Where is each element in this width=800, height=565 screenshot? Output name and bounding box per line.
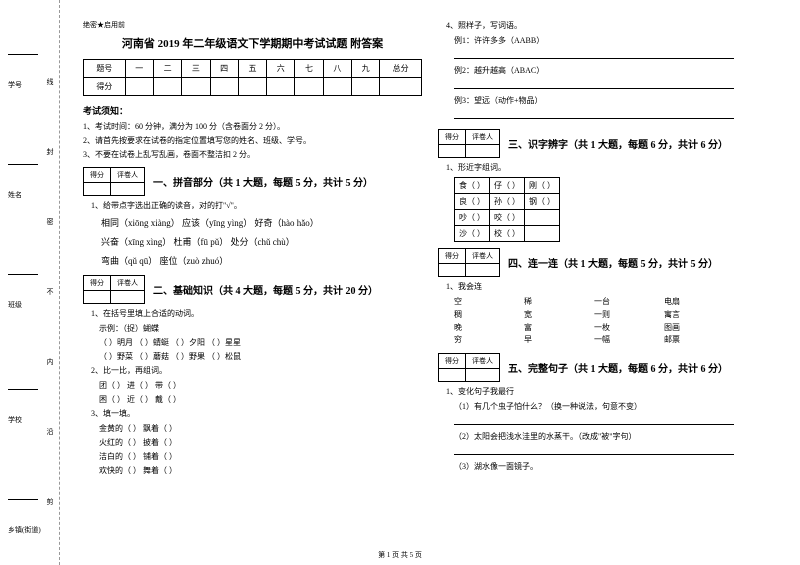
s5-q1: 1、变化句子我最行 bbox=[438, 386, 777, 398]
notice-3: 3、不要在试卷上乱写乱画，卷面不整洁扣 2 分。 bbox=[83, 149, 422, 160]
s2-q3: 3、填一填。 bbox=[83, 408, 422, 420]
s2-e3: 例3：望远（动作+物品） bbox=[454, 95, 777, 107]
mini-score-table: 得分评卷人 bbox=[438, 353, 500, 382]
bind-line bbox=[8, 274, 38, 275]
s2-r6: 火红的（ ） 披着（ ） bbox=[99, 437, 422, 449]
sh-5: 五 bbox=[238, 60, 266, 78]
conn-row-0: 空稀一台电扇 bbox=[454, 296, 777, 309]
section-1-title: 一、拼音部分（共 1 大题，每题 5 分，共计 5 分） bbox=[153, 174, 373, 189]
sh-9: 九 bbox=[352, 60, 380, 78]
page-content: 绝密★启用前 河南省 2019 年二年级语文下学期期中考试试题 附答案 题号 一… bbox=[60, 0, 800, 565]
bind-mark-5: 封 bbox=[45, 148, 55, 155]
s2-q2: 2、比一比，再组词。 bbox=[83, 365, 422, 377]
exam-title: 河南省 2019 年二年级语文下学期期中考试试题 附答案 bbox=[83, 35, 422, 51]
s1-p1: 相同（xiōng xiàng） 应该（yīng yìng） 好奇（hào hǎo… bbox=[101, 215, 422, 231]
s5-i2: （2）太阳会把浅水洼里的水蒸干。（改成"被"字句） bbox=[454, 431, 777, 443]
mini-score-table: 得分评卷人 bbox=[83, 275, 145, 304]
sh-8: 八 bbox=[323, 60, 351, 78]
score-row-label: 得分 bbox=[84, 78, 126, 96]
s1-q1: 1、给带点字选出正确的读音，对的打"√"。 bbox=[83, 200, 422, 212]
s1-p2: 兴奋（xīng xìng） 杜甫（fū pǔ） 处分（chǔ chù） bbox=[101, 234, 422, 250]
notice-2: 2、请首先按要求在试卷的指定位置填写您的姓名、班级、学号。 bbox=[83, 135, 422, 146]
s5-i3: （3）湖水像一面镜子。 bbox=[454, 461, 777, 473]
bind-line bbox=[8, 499, 38, 500]
sh-6: 六 bbox=[267, 60, 295, 78]
bind-mark-1: 沿 bbox=[45, 428, 55, 435]
section-3-title: 三、识字辨字（共 1 大题，每题 6 分，共计 6 分） bbox=[508, 136, 728, 151]
blank-line bbox=[454, 49, 777, 63]
section-3-head: 得分评卷人 三、识字辨字（共 1 大题，每题 6 分，共计 6 分） bbox=[438, 129, 777, 158]
s2-r4: 困（ ） 近（ ） 戴（ ） bbox=[99, 394, 422, 406]
mini-score-table: 得分评卷人 bbox=[438, 129, 500, 158]
section-4-head: 得分评卷人 四、连一连（共 1 大题，每题 5 分，共计 5 分） bbox=[438, 248, 777, 277]
section-1-head: 得分评卷人 一、拼音部分（共 1 大题，每题 5 分，共计 5 分） bbox=[83, 167, 422, 196]
s2-r8: 欢快的（ ） 舞着（ ） bbox=[99, 465, 422, 477]
bind-label-4: 学号 bbox=[8, 80, 22, 90]
sh-7: 七 bbox=[295, 60, 323, 78]
left-column: 绝密★启用前 河南省 2019 年二年级语文下学期期中考试试题 附答案 题号 一… bbox=[75, 20, 430, 555]
sh-1: 一 bbox=[125, 60, 153, 78]
sh-10: 总分 bbox=[380, 60, 422, 78]
secret-label: 绝密★启用前 bbox=[83, 20, 422, 30]
s3-q1: 1、形近字组词。 bbox=[438, 162, 777, 174]
sh-0: 题号 bbox=[84, 60, 126, 78]
sh-4: 四 bbox=[210, 60, 238, 78]
section-2-title: 二、基础知识（共 4 大题，每题 5 分，共计 20 分） bbox=[153, 282, 378, 297]
s2-e2: 例2：越升越高（ABAC） bbox=[454, 65, 777, 77]
notice-1: 1、考试时间：60 分钟，满分为 100 分（含卷面分 2 分）。 bbox=[83, 121, 422, 132]
section-2-head: 得分评卷人 二、基础知识（共 4 大题，每题 5 分，共计 20 分） bbox=[83, 275, 422, 304]
section-4-title: 四、连一连（共 1 大题，每题 5 分，共计 5 分） bbox=[508, 255, 718, 270]
score-table: 题号 一 二 三 四 五 六 七 八 九 总分 得分 bbox=[83, 59, 422, 96]
s1-p3: 弯曲（qǔ qū） 座位（zuò zhuó） bbox=[101, 253, 422, 269]
s2-e1: 例1：许许多多（AABB） bbox=[454, 35, 777, 47]
s2-r5: 金黄的（ ） 飘着（ ） bbox=[99, 423, 422, 435]
blank-line bbox=[454, 415, 777, 429]
s2-r7: 洁白的（ ） 铺着（ ） bbox=[99, 451, 422, 463]
sh-2: 二 bbox=[153, 60, 181, 78]
s5-i1: （1）有几个虫子怕什么？（换一种说法，句意不变） bbox=[454, 401, 777, 413]
sh-3: 三 bbox=[182, 60, 210, 78]
mini-score-table: 得分评卷人 bbox=[83, 167, 145, 196]
conn-row-3: 穷早一幅邮票 bbox=[454, 334, 777, 347]
bind-mark-0: 剪 bbox=[45, 498, 55, 505]
right-column: 4、照样子，写词语。 例1：许许多多（AABB） 例2：越升越高（ABAC） 例… bbox=[430, 20, 785, 555]
s2-ex: 示例：（捉）蝴蝶 bbox=[99, 323, 422, 335]
s2-r2: （ ）野菜 （ ）蘑菇 （ ）野果 （ ）松鼠 bbox=[99, 351, 422, 363]
s2-r1: （ ）明月 （ ）蜻蜓 （ ）夕阳 （ ）星星 bbox=[99, 337, 422, 349]
s2-q4: 4、照样子，写词语。 bbox=[438, 20, 777, 32]
notice-heading: 考试须知： bbox=[83, 104, 422, 117]
conn-row-2: 晚富一枚图画 bbox=[454, 322, 777, 335]
section-5-title: 五、完整句子（共 1 大题，每题 6 分，共计 6 分） bbox=[508, 360, 728, 375]
bind-line bbox=[8, 54, 38, 55]
s2-r3: 团（ ） 进（ ） 带（ ） bbox=[99, 380, 422, 392]
bind-label-0: 乡镇(街道) bbox=[8, 525, 41, 535]
bind-line bbox=[8, 164, 38, 165]
blank-line bbox=[454, 79, 777, 93]
section-5-head: 得分评卷人 五、完整句子（共 1 大题，每题 6 分，共计 6 分） bbox=[438, 353, 777, 382]
bind-mark-2: 内 bbox=[45, 358, 55, 365]
blank-line bbox=[454, 109, 777, 123]
bind-label-2: 班级 bbox=[8, 300, 22, 310]
bind-label-3: 姓名 bbox=[8, 190, 22, 200]
page-footer: 第 1 页 共 5 页 bbox=[378, 550, 422, 560]
bind-label-1: 学校 bbox=[8, 415, 22, 425]
blank-line bbox=[454, 445, 777, 459]
bind-mark-4: 密 bbox=[45, 218, 55, 225]
s4-q1: 1、我会连 bbox=[438, 281, 777, 293]
mini-score-table: 得分评卷人 bbox=[438, 248, 500, 277]
bind-mark-6: 线 bbox=[45, 78, 55, 85]
binding-margin: 乡镇(街道) 学校 班级 姓名 学号 剪 沿 内 不 密 封 线 bbox=[0, 0, 60, 565]
bind-line bbox=[8, 389, 38, 390]
s2-q1: 1、在括号里填上合适的动词。 bbox=[83, 308, 422, 320]
conn-row-1: 稠宽一则寓言 bbox=[454, 309, 777, 322]
bind-mark-3: 不 bbox=[45, 288, 55, 295]
char-table: 食（ ）仔（ ）刚（ ） 良（ ）孙（ ）钢（ ） 吵（ ）咬（ ） 沙（ ）校… bbox=[454, 177, 560, 242]
